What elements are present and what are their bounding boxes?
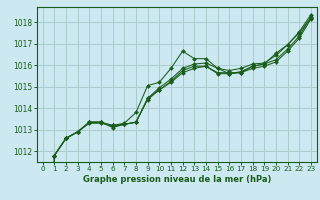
X-axis label: Graphe pression niveau de la mer (hPa): Graphe pression niveau de la mer (hPa) (83, 175, 271, 184)
